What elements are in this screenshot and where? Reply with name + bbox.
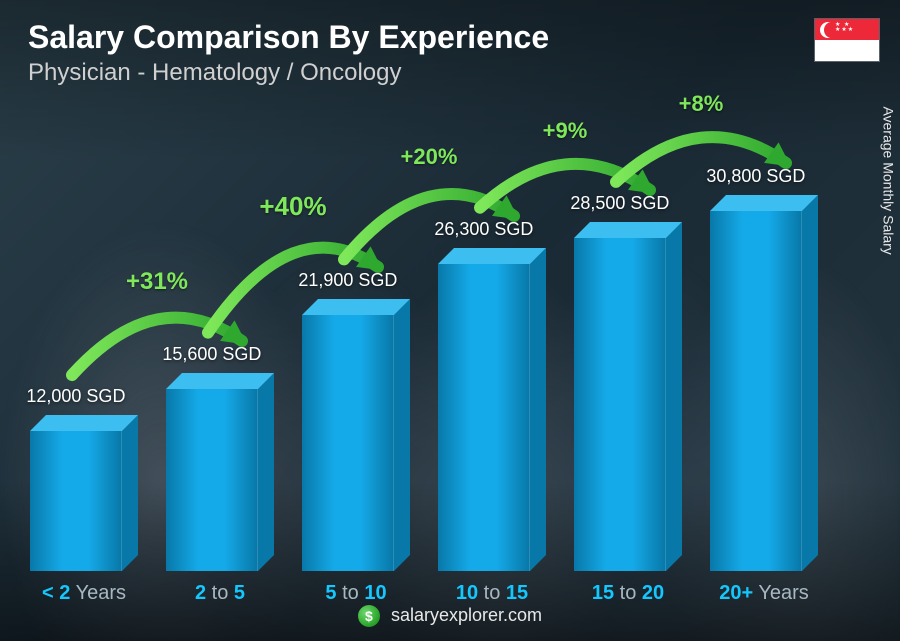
x-axis-label: 20+ Years: [694, 582, 834, 605]
bar-group: [302, 315, 410, 571]
bar-group: [438, 264, 546, 571]
bar-front: [302, 315, 394, 571]
bar-side: [530, 247, 546, 571]
bar-front: [438, 264, 530, 571]
bar-group: [710, 211, 818, 571]
percent-increase-label: +40%: [259, 191, 326, 221]
bar-front: [574, 238, 666, 571]
country-flag: ★ ★★★★: [814, 18, 880, 62]
bar-group: [30, 431, 138, 571]
chart-area: 12,000 SGD< 2 Years15,600 SGD2 to 521,90…: [30, 120, 845, 571]
site-logo-icon: [358, 605, 380, 627]
bar-top: [710, 195, 818, 211]
bar-top: [574, 222, 682, 238]
x-axis-label: 2 to 5: [150, 582, 290, 605]
flag-crescent-icon: [820, 22, 836, 38]
bar-group: [166, 389, 274, 571]
site-name: salaryexplorer.com: [391, 605, 542, 625]
bar-front: [710, 211, 802, 571]
x-axis-label: < 2 Years: [14, 582, 154, 605]
bar-front: [166, 389, 258, 571]
percent-increase-label: +31%: [126, 268, 188, 295]
percent-increase-label: +9%: [543, 118, 588, 143]
y-axis-label: Average Monthly Salary: [880, 106, 896, 254]
bar-top: [30, 415, 138, 431]
chart-title: Salary Comparison By Experience: [28, 20, 549, 55]
bar-front: [30, 431, 122, 571]
footer: salaryexplorer.com: [0, 605, 900, 627]
flag-stars-icon: ★ ★★★★: [835, 23, 854, 33]
percent-increase-label: +20%: [401, 144, 458, 169]
x-axis-label: 5 to 10: [286, 582, 426, 605]
bar-value-label: 12,000 SGD: [6, 386, 146, 407]
increase-arrow-icon: +8%: [596, 63, 806, 192]
percent-increase-label: +8%: [679, 91, 724, 116]
flag-top-stripe: ★ ★★★★: [815, 19, 879, 40]
chart-subtitle: Physician - Hematology / Oncology: [28, 59, 549, 87]
bar-side: [802, 195, 818, 571]
bar-side: [258, 372, 274, 571]
flag-bottom-stripe: [815, 40, 879, 61]
bar-side: [122, 415, 138, 571]
bar-group: [574, 238, 682, 571]
bar-side: [666, 222, 682, 571]
x-axis-label: 10 to 15: [422, 582, 562, 605]
x-axis-label: 15 to 20: [558, 582, 698, 605]
title-block: Salary Comparison By Experience Physicia…: [28, 20, 549, 87]
